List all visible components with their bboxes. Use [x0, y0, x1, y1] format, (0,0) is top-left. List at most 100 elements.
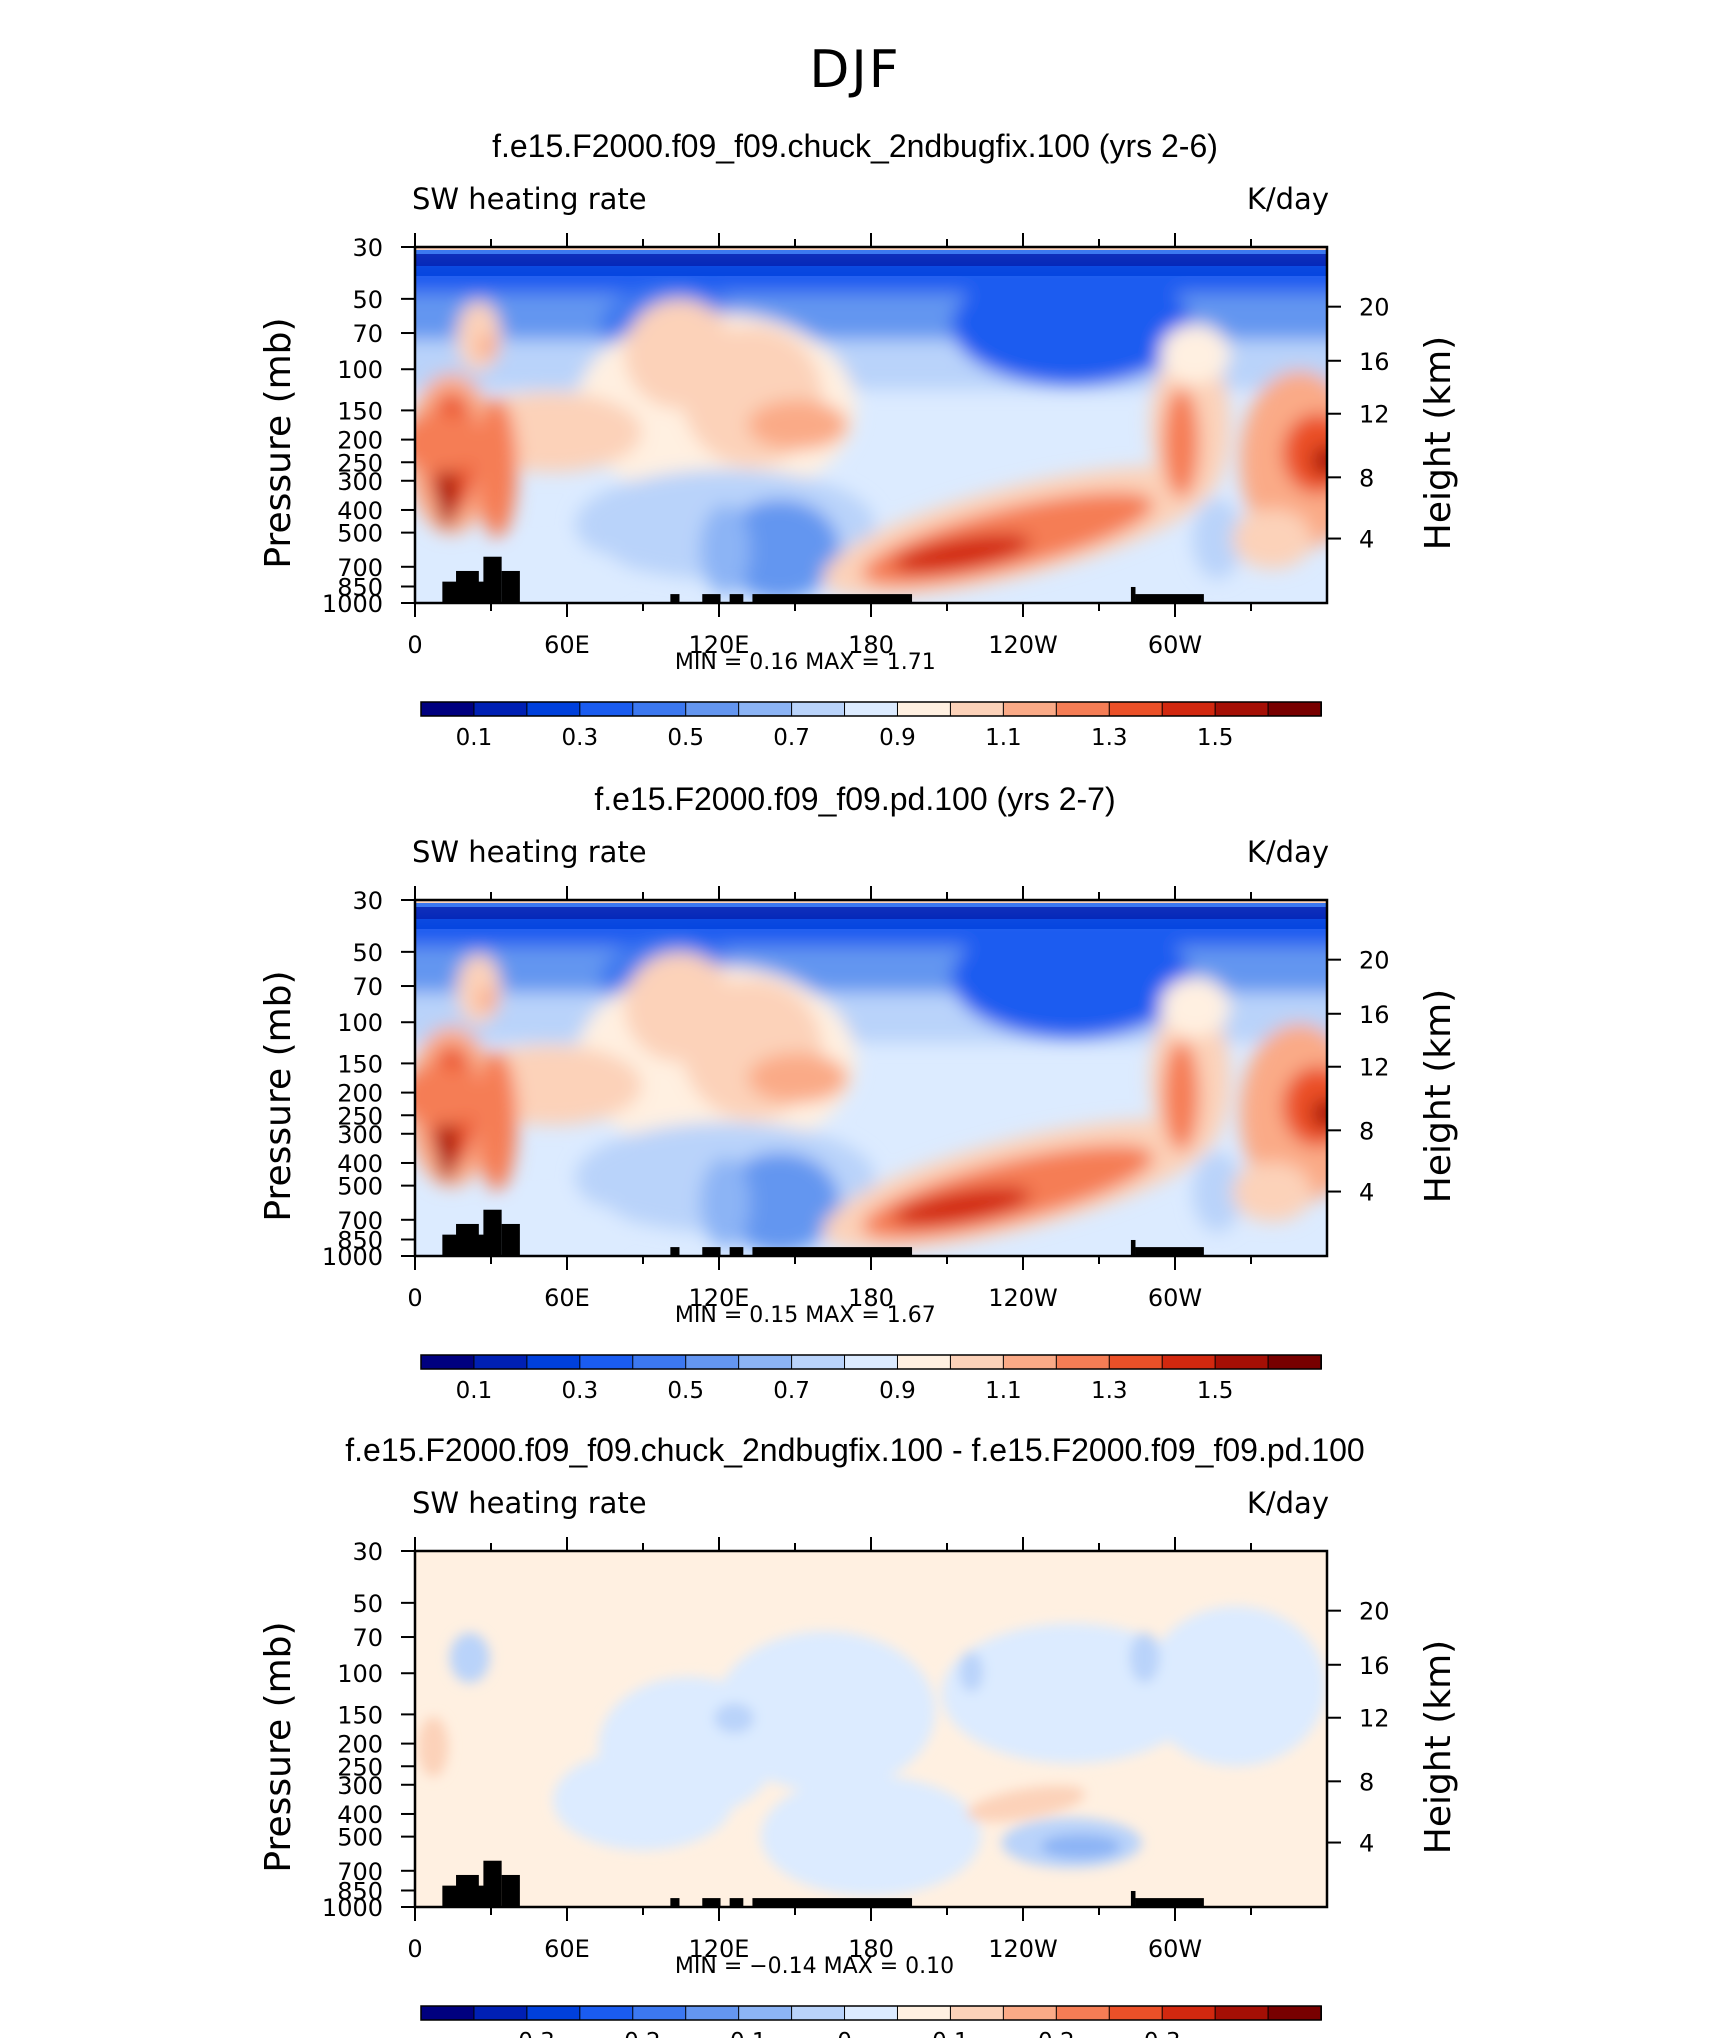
- y2-axis-label: Height (km): [1418, 989, 1459, 1203]
- colorbar: 0.1 0.3 0.5 0.7 0.9 1.1 1.3 1.5: [420, 701, 1323, 751]
- y2-tick-label: 8: [1359, 1117, 1374, 1145]
- y-tick-label: 850: [337, 1878, 383, 1906]
- y-tick-label: 50: [352, 286, 383, 314]
- colorbar-label: 1.5: [1197, 725, 1234, 751]
- colorbar-label: 1.1: [985, 725, 1022, 751]
- colorbar-box: [1002, 2005, 1058, 2021]
- colorbar-label: 0.2: [1038, 2029, 1075, 2038]
- y-tick-label: 200: [337, 427, 383, 455]
- y-tick-label: 200: [337, 1080, 383, 1108]
- colorbar-box: [1267, 1354, 1323, 1370]
- colorbar-box: [526, 2005, 581, 2021]
- colorbar-label: 0.3: [562, 725, 599, 751]
- min-max-stats: MIN = 0.16 MAX = 1.71: [675, 650, 936, 675]
- colorbar-box: [526, 1354, 581, 1370]
- colorbar-label: 0.5: [667, 725, 704, 751]
- y-tick-label: 30: [352, 887, 383, 915]
- colorbar-label: 0.9: [879, 725, 916, 751]
- y2-tick-label: 12: [1359, 401, 1390, 429]
- y-tick-label: 150: [337, 397, 383, 425]
- contour-field: [415, 247, 1327, 603]
- colorbar-box: [579, 1354, 634, 1370]
- x-tick-label: 60E: [544, 1284, 590, 1312]
- figure-title: DJF: [809, 40, 901, 100]
- colorbar-box: [896, 2005, 952, 2021]
- colorbar-box: [420, 701, 475, 717]
- colorbar-box: [1267, 701, 1323, 717]
- colorbar-box: [473, 2005, 528, 2021]
- colorbar-label: 0.3: [562, 1378, 599, 1404]
- y2-tick-label: 4: [1359, 526, 1374, 554]
- colorbar-box: [1214, 701, 1270, 717]
- colorbar-box: [632, 1354, 687, 1370]
- y-tick-label: 250: [337, 449, 383, 477]
- y-tick-label: 100: [337, 356, 383, 384]
- colorbar-label: 0.1: [456, 1378, 493, 1404]
- x-tick-label: 180: [848, 631, 894, 659]
- colorbar-box: [685, 701, 740, 717]
- colorbar-box: [949, 701, 1005, 717]
- y2-tick-label: 12: [1359, 1054, 1390, 1082]
- y-tick-label: 100: [337, 1009, 383, 1037]
- colorbar-box: [420, 1354, 475, 1370]
- colorbar-box: [949, 1354, 1005, 1370]
- colorbar-box: [632, 701, 687, 717]
- left-string: SW heating rate: [412, 182, 647, 216]
- y-tick-label: 300: [337, 1772, 383, 1800]
- right-string: K/day: [1247, 835, 1329, 869]
- left-string: SW heating rate: [412, 1486, 647, 1520]
- colorbar-box: [1002, 1354, 1058, 1370]
- colorbar-box: [685, 1354, 740, 1370]
- y-tick-label: 1000: [322, 590, 383, 618]
- x-tick-label: 180: [848, 1284, 894, 1312]
- y-tick-label: 50: [352, 1590, 383, 1618]
- colorbar-box: [896, 1354, 952, 1370]
- contour-field: [415, 900, 1327, 1256]
- colorbar-box: [738, 1354, 793, 1370]
- y-tick-label: 100: [337, 1660, 383, 1688]
- x-tick-label: 120W: [988, 1935, 1058, 1963]
- colorbar-label: 0.1: [456, 725, 493, 751]
- colorbar-label: 0.1: [932, 2029, 969, 2038]
- y2-tick-label: 16: [1359, 348, 1390, 376]
- colorbar-box: [685, 2005, 740, 2021]
- y-tick-label: 200: [337, 1731, 383, 1759]
- panel-1: f.e15.F2000.f09_f09.chuck_2ndbugfix.100 …: [258, 128, 1459, 751]
- x-tick-label: 120W: [988, 1284, 1058, 1312]
- colorbar-label: 0.3: [1144, 2029, 1181, 2038]
- min-max-stats: MIN = 0.15 MAX = 1.67: [675, 1303, 936, 1328]
- contour-field: [415, 1551, 1327, 1907]
- y-tick-label: 1000: [322, 1894, 383, 1922]
- panel-title: f.e15.F2000.f09_f09.chuck_2ndbugfix.100 …: [345, 1432, 1364, 1468]
- y2-tick-label: 20: [1359, 294, 1390, 322]
- x-tick-label: 60W: [1148, 631, 1202, 659]
- y2-tick-label: 20: [1359, 947, 1390, 975]
- colorbar: −0.3 −0.2 −0.1 0 0.1 0.2 0.3: [420, 2005, 1323, 2038]
- colorbar-label: 0.7: [773, 1378, 810, 1404]
- y2-tick-label: 16: [1359, 1652, 1390, 1680]
- y-tick-label: 70: [352, 320, 383, 348]
- colorbar-box: [1108, 701, 1164, 717]
- colorbar-label: 1.5: [1197, 1378, 1234, 1404]
- y-tick-label: 700: [337, 1858, 383, 1886]
- y-tick-label: 850: [337, 574, 383, 602]
- colorbar-box: [632, 2005, 687, 2021]
- y-tick-label: 400: [337, 1150, 383, 1178]
- right-string: K/day: [1247, 1486, 1329, 1520]
- y2-tick-label: 4: [1359, 1830, 1374, 1858]
- y-tick-label: 50: [352, 939, 383, 967]
- colorbar-label: 0.7: [773, 725, 810, 751]
- colorbar-label: −0.3: [499, 2029, 555, 2038]
- colorbar: 0.1 0.3 0.5 0.7 0.9 1.1 1.3 1.5: [420, 1354, 1323, 1404]
- y-tick-label: 250: [337, 1102, 383, 1130]
- colorbar-box: [844, 2005, 899, 2021]
- colorbar-box: [579, 2005, 634, 2021]
- y2-axis-label: Height (km): [1418, 336, 1459, 550]
- y-tick-label: 500: [337, 1173, 383, 1201]
- colorbar-box: [1161, 2005, 1217, 2021]
- colorbar-label: 0: [837, 2029, 852, 2038]
- colorbar-box: [844, 701, 899, 717]
- panel-3: f.e15.F2000.f09_f09.chuck_2ndbugfix.100 …: [258, 1432, 1459, 2038]
- y-tick-label: 500: [337, 1824, 383, 1852]
